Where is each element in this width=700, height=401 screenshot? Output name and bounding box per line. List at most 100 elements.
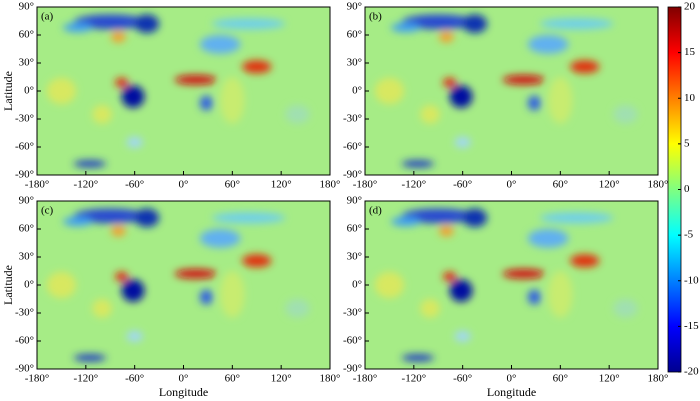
- field-blobs: [46, 14, 310, 168]
- field-blob: [73, 160, 107, 168]
- colorbar-tick-label: 20: [684, 1, 696, 13]
- field-blob: [462, 14, 488, 34]
- field-blob: [134, 14, 160, 34]
- field-blob: [111, 31, 126, 43]
- field-blob: [454, 136, 471, 148]
- field-blob: [174, 269, 217, 279]
- x-tick-label: 0°: [507, 179, 517, 191]
- y-tick-label: 0°: [352, 279, 362, 291]
- x-tick-label: -180°: [25, 179, 50, 191]
- y-tick-label: -60°: [343, 141, 362, 153]
- field-blob: [285, 105, 310, 124]
- field-blob: [401, 14, 475, 30]
- field-blob: [174, 75, 217, 85]
- field-blob: [439, 31, 454, 43]
- y-tick-label: 90°: [347, 1, 362, 13]
- field-blob: [111, 225, 126, 237]
- y-tick-label: -30°: [15, 307, 34, 319]
- y-tick-label: 60°: [347, 29, 362, 41]
- field-blob: [401, 160, 435, 168]
- x-tick-label: -120°: [74, 373, 99, 385]
- x-tick-label: 60°: [553, 373, 568, 385]
- x-tick-label: -60°: [453, 179, 472, 191]
- field-blob: [63, 22, 93, 33]
- colorbar-tick-label: -20: [684, 366, 699, 378]
- y-tick-label: 60°: [19, 223, 34, 235]
- colorbar-tick-label: -15: [684, 320, 699, 332]
- y-tick-label: 90°: [19, 195, 34, 207]
- map-field: [37, 201, 330, 369]
- field-blob: [199, 229, 241, 248]
- field-blob: [121, 85, 145, 108]
- field-blob: [539, 18, 614, 30]
- x-axis-label: Longitude: [487, 385, 536, 399]
- field-blob: [527, 289, 541, 305]
- field-blob: [502, 269, 545, 279]
- field-blob: [439, 225, 454, 237]
- field-blob: [454, 330, 471, 342]
- colorbar-tick-label: -5: [684, 229, 694, 241]
- map-field: [365, 201, 658, 369]
- field-blobs: [374, 208, 638, 362]
- field-blob: [46, 77, 77, 105]
- map-field: [37, 7, 330, 175]
- x-tick-label: 0°: [179, 373, 189, 385]
- field-blob: [126, 136, 143, 148]
- field-blob: [220, 271, 245, 318]
- y-tick-label: 0°: [352, 85, 362, 97]
- field-blob: [527, 229, 569, 248]
- field-blob: [92, 299, 112, 318]
- x-axis-label: Longitude: [159, 385, 208, 399]
- colorbar-tick-label: 5: [684, 137, 690, 149]
- y-tick-label: -30°: [343, 307, 362, 319]
- x-tick-label: -180°: [353, 179, 378, 191]
- field-blob: [443, 271, 457, 282]
- field-blob: [502, 75, 545, 85]
- field-blob: [211, 212, 286, 224]
- y-tick-label: 60°: [19, 29, 34, 41]
- map-background: [37, 7, 330, 175]
- field-blob: [73, 14, 147, 30]
- x-tick-label: 120°: [271, 373, 292, 385]
- y-axis-label: Latitude: [1, 265, 15, 305]
- field-blob: [539, 212, 614, 224]
- y-axis-label: Latitude: [1, 71, 15, 111]
- x-tick-label: 60°: [225, 373, 240, 385]
- field-blob: [199, 95, 213, 111]
- field-blob: [285, 299, 310, 318]
- field-blob: [613, 299, 638, 318]
- field-blob: [391, 216, 421, 227]
- field-blob: [73, 208, 147, 224]
- x-tick-label: 0°: [507, 373, 517, 385]
- y-tick-label: 30°: [19, 57, 34, 69]
- y-tick-label: 60°: [347, 223, 362, 235]
- y-tick-label: -90°: [343, 169, 362, 181]
- map-background: [37, 201, 330, 369]
- field-blob: [46, 271, 77, 299]
- y-tick-label: 0°: [24, 85, 34, 97]
- field-blob: [548, 77, 573, 124]
- y-tick-label: 30°: [347, 57, 362, 69]
- y-tick-label: -60°: [15, 141, 34, 153]
- y-tick-label: -90°: [15, 363, 34, 375]
- x-tick-label: 180°: [648, 179, 669, 191]
- field-blob: [462, 208, 488, 228]
- y-tick-label: -90°: [15, 169, 34, 181]
- y-tick-label: 30°: [347, 251, 362, 263]
- field-blob: [449, 279, 473, 302]
- field-blob: [613, 105, 638, 124]
- colorbar-tick-label: 0: [684, 183, 690, 195]
- field-blob: [401, 354, 435, 362]
- colorbar-tick-label: 10: [684, 92, 696, 104]
- y-tick-label: 90°: [347, 195, 362, 207]
- x-tick-label: 60°: [553, 179, 568, 191]
- map-field: [365, 7, 658, 175]
- x-tick-label: 180°: [648, 373, 669, 385]
- colorbar-tick-label: 15: [684, 46, 696, 58]
- x-tick-label: -120°: [402, 179, 427, 191]
- y-tick-label: 30°: [19, 251, 34, 263]
- field-blob: [63, 216, 93, 227]
- x-tick-label: 120°: [271, 179, 292, 191]
- field-blob: [73, 354, 107, 362]
